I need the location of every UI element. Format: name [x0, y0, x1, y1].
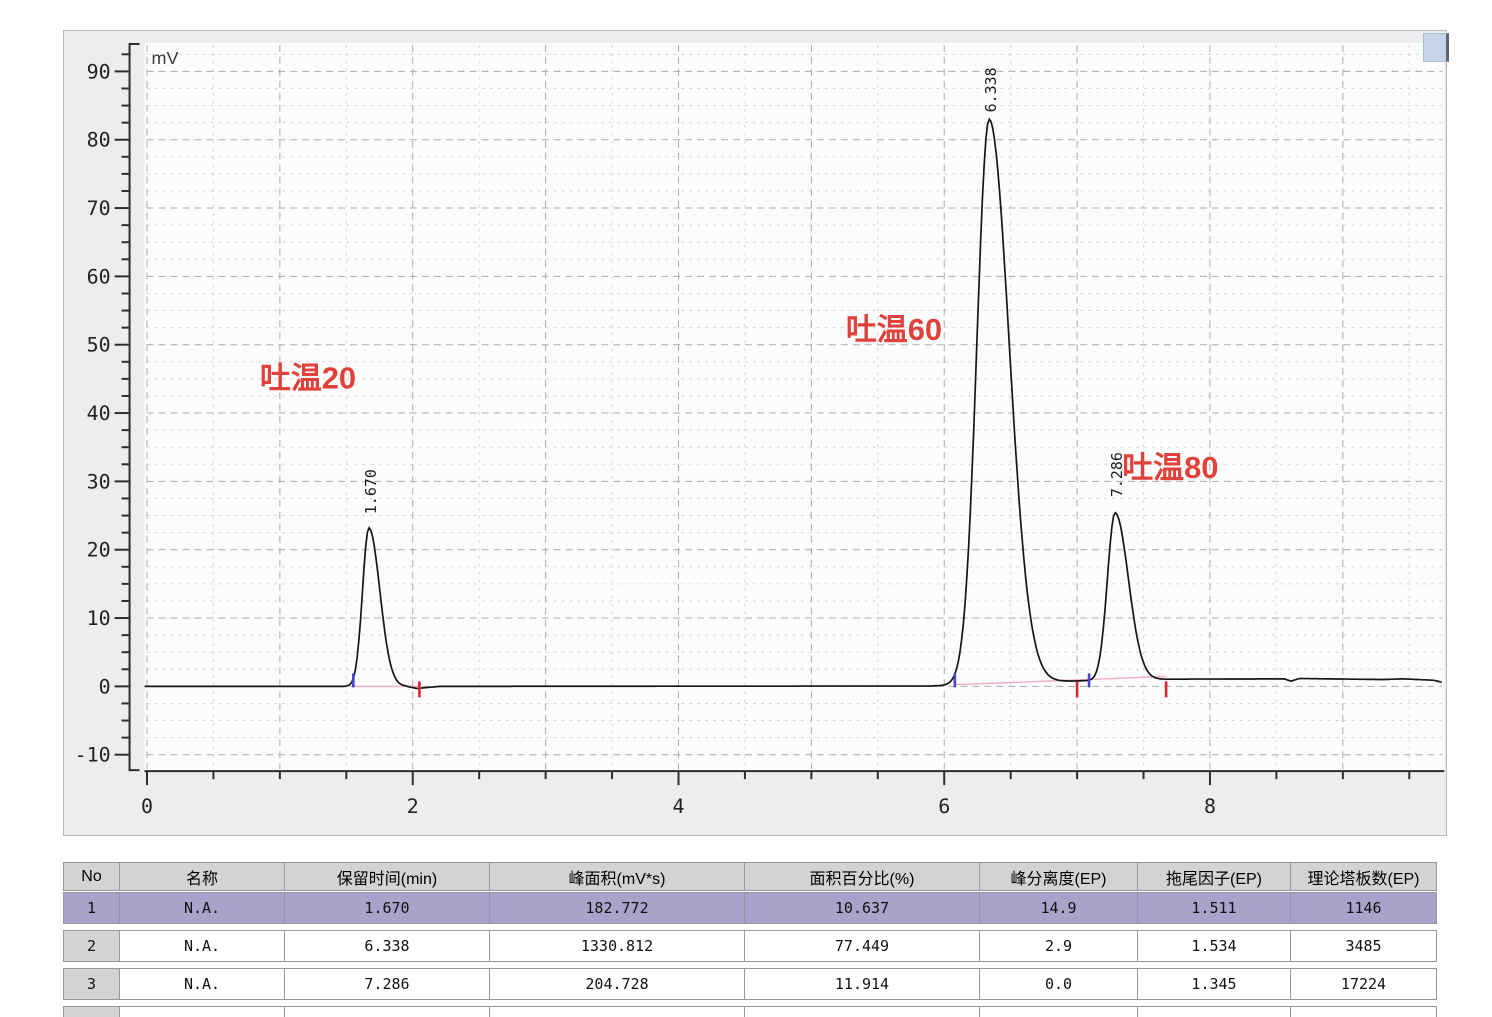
peak-annotation: 吐温80 [1122, 450, 1218, 485]
table-row[interactable]: 3 N.A. 7.286 204.728 11.914 0.0 1.345 17224 [63, 968, 1437, 1000]
table-cell: 182.772 [490, 892, 745, 924]
peak-rt-label: 7.286 [1108, 452, 1126, 497]
peak-rt-label: 6.338 [982, 67, 1000, 112]
table-row[interactable]: 2 N.A. 6.338 1330.812 77.449 2.9 1.534 3485 [63, 930, 1437, 962]
y-axis-tick-label: 20 [87, 538, 111, 562]
table-cell [1291, 1006, 1437, 1017]
table-header-cell: 名称 [120, 862, 285, 891]
table-cell: 6.338 [285, 930, 490, 962]
chromatogram-chart[interactable]: -10 0 10 20 30 40 50 60 70 80 90 0 2 4 6 8 1.670 6.338 7.2… [64, 31, 1446, 835]
y-axis-tick-label: 40 [87, 401, 111, 425]
peak-annotation: 吐温20 [260, 360, 356, 395]
table-cell: 14.9 [980, 892, 1138, 924]
y-axis-unit-label: mV [152, 48, 179, 68]
table-header-cell: No [63, 862, 120, 891]
y-axis-tick-label: 60 [87, 264, 111, 288]
y-axis-tick-label: 10 [87, 606, 111, 630]
table-header-cell: 理论塔板数(EP) [1291, 862, 1437, 891]
peak-results-table: No 名称 保留时间(min) 峰面积(mV*s) 面积百分比(%) 峰分离度(EP) 拖尾… [63, 862, 1437, 1017]
table-header-cell: 峰分离度(EP) [980, 862, 1138, 891]
table-cell [745, 1006, 980, 1017]
table-cell [490, 1006, 745, 1017]
table-cell: N.A. [120, 892, 285, 924]
scrollbar-corner[interactable] [1423, 33, 1449, 62]
table-cell: 1 [63, 892, 120, 924]
plot-area[interactable] [144, 42, 1445, 772]
table-cell: 1330.812 [490, 930, 745, 962]
peak-rt-label: 1.670 [362, 469, 380, 514]
x-axis-tick-label: 8 [1204, 794, 1216, 818]
signal-trace [144, 117, 1442, 690]
table-cell [120, 1006, 285, 1017]
table-cell: 2.9 [980, 930, 1138, 962]
x-axis-tick-label: 6 [938, 794, 950, 818]
table-cell: N.A. [120, 968, 285, 1000]
table-header-cell: 拖尾因子(EP) [1138, 862, 1291, 891]
table-cell: 17224 [1291, 968, 1437, 1000]
table-cell: 1.345 [1138, 968, 1291, 1000]
table-cell: 2 [63, 930, 120, 962]
x-axis-tick-label: 2 [407, 794, 419, 818]
table-row[interactable]: 1 N.A. 1.670 182.772 10.637 14.9 1.511 1146 [63, 892, 1437, 924]
y-axis-tick-label: 90 [87, 59, 111, 83]
table-cell: 0.0 [980, 968, 1138, 1000]
table-cell: 7.286 [285, 968, 490, 1000]
table-cell: 11.914 [745, 968, 980, 1000]
table-cell: 3485 [1291, 930, 1437, 962]
chromatogram-panel: -10 0 10 20 30 40 50 60 70 80 90 0 2 4 6 8 1.670 6.338 7.2… [63, 30, 1449, 836]
table-cell: 77.449 [745, 930, 980, 962]
x-axis-tick-label: 0 [141, 794, 153, 818]
table-header-row: No 名称 保留时间(min) 峰面积(mV*s) 面积百分比(%) 峰分离度(EP) 拖尾… [63, 862, 1437, 891]
table-cell: 1.511 [1138, 892, 1291, 924]
table-cell [285, 1006, 490, 1017]
peak-annotation: 吐温60 [846, 312, 942, 347]
table-row-partial[interactable] [63, 1006, 1437, 1017]
y-axis-tick-label: 80 [87, 128, 111, 152]
y-axis-tick-label: 0 [99, 674, 111, 698]
table-header-cell: 面积百分比(%) [745, 862, 980, 891]
y-axis-tick-label: -10 [75, 743, 111, 767]
table-cell: 1146 [1291, 892, 1437, 924]
y-axis-tick-label: 70 [87, 196, 111, 220]
table-cell: 3 [63, 968, 120, 1000]
x-axis-tick-label: 4 [672, 794, 684, 818]
table-cell: 204.728 [490, 968, 745, 1000]
y-axis-tick-label: 30 [87, 469, 111, 493]
table-cell: 1.670 [285, 892, 490, 924]
y-axis-tick-label: 50 [87, 333, 111, 357]
table-cell [980, 1006, 1138, 1017]
table-cell [1138, 1006, 1291, 1017]
table-cell: N.A. [120, 930, 285, 962]
table-header-cell: 峰面积(mV*s) [490, 862, 745, 891]
table-cell [63, 1006, 120, 1017]
table-cell: 1.534 [1138, 930, 1291, 962]
table-header-cell: 保留时间(min) [285, 862, 490, 891]
table-cell: 10.637 [745, 892, 980, 924]
